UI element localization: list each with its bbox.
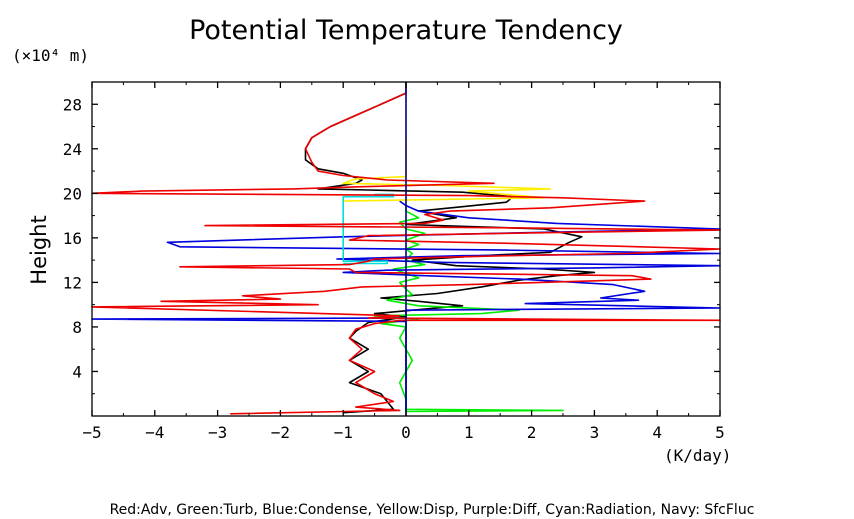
- legend-footer: Red:Adv, Green:Turb, Blue:Condense, Yell…: [110, 502, 755, 518]
- y-tick-label: 20: [63, 184, 82, 203]
- x-unit-label: (K/day): [664, 446, 731, 465]
- chart-title: Potential Temperature Tendency: [189, 15, 623, 46]
- x-tick-label: 4: [652, 423, 662, 442]
- x-tick-label: 0: [401, 423, 411, 442]
- x-tick-label: 1: [464, 423, 474, 442]
- x-tick-label: −1: [334, 423, 353, 442]
- y-tick-label: 4: [72, 362, 82, 381]
- series-layer: [91, 82, 721, 416]
- series-line-6: [91, 82, 721, 415]
- x-tick-label: 3: [590, 423, 600, 442]
- y-tick-label: 28: [63, 95, 82, 114]
- y-tick-label: 16: [63, 229, 82, 248]
- y-axis-label: Height: [27, 215, 51, 284]
- y-tick-label: 12: [63, 273, 82, 292]
- series-line-5: [342, 193, 395, 265]
- x-tick-label: −5: [82, 423, 101, 442]
- x-tick-label: −4: [145, 423, 164, 442]
- y-unit-label: (×10⁴ m): [12, 46, 89, 65]
- series-line-1: [304, 92, 596, 414]
- y-tick-label: 24: [63, 140, 82, 159]
- series-line-4: [342, 137, 552, 202]
- x-tick-label: 5: [715, 423, 725, 442]
- x-tick-label: −3: [208, 423, 227, 442]
- y-tick-label: 8: [72, 318, 82, 337]
- x-tick-label: 2: [527, 423, 537, 442]
- x-tick-label: −2: [271, 423, 290, 442]
